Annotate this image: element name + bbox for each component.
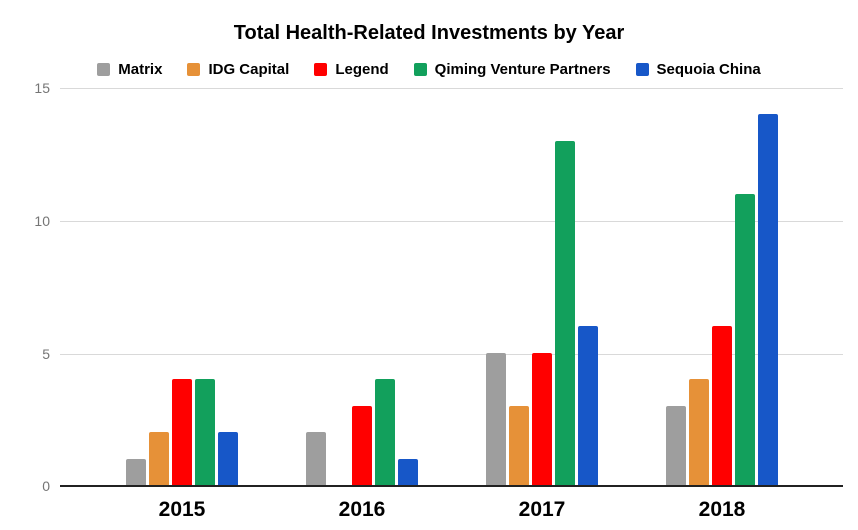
bar-legend-2015 xyxy=(172,379,192,485)
bar-matrix-2017 xyxy=(486,352,506,485)
legend-swatch-sequoia-china xyxy=(635,63,649,76)
bar-legend-2018 xyxy=(712,326,732,485)
bar-sequoia-china-2016 xyxy=(398,458,418,485)
bar-sequoia-china-2018 xyxy=(758,114,778,485)
plot-area: 15 10 5 0 2015 2016 2017 2018 xyxy=(34,80,843,521)
y-tick-5: 5 xyxy=(42,346,50,362)
bars-2016 xyxy=(272,88,452,485)
chart-title: Total Health-Related Investments by Year xyxy=(233,22,625,44)
gridline-15 xyxy=(60,88,843,89)
bar-qiming-venture-partners-2016 xyxy=(375,379,395,485)
legend-item-qiming-venture-partners: Qiming Venture Partners xyxy=(413,61,611,78)
x-label-2016: 2016 xyxy=(338,498,386,521)
legend-swatch-qiming-venture-partners xyxy=(413,63,427,76)
gridline-5 xyxy=(60,354,843,355)
legend-label-sequoia-china: Sequoia China xyxy=(656,61,761,78)
bar-group-2018: 2018 xyxy=(632,88,812,521)
bars-2017 xyxy=(452,88,632,485)
bar-matrix-2018 xyxy=(666,405,686,485)
x-axis-line xyxy=(60,485,843,487)
bar-matrix-2015 xyxy=(126,458,146,485)
legend-item-idg-capital: IDG Capital xyxy=(187,61,289,78)
legend-swatch-matrix xyxy=(97,63,111,76)
bar-legend-2016 xyxy=(352,405,372,485)
bar-group-2016: 2016 xyxy=(272,88,452,521)
legend-item-legend: Legend xyxy=(314,61,389,78)
x-label-2018: 2018 xyxy=(698,498,746,521)
legend-label-legend: Legend xyxy=(335,61,389,78)
y-tick-0: 0 xyxy=(42,478,50,494)
legend-swatch-legend xyxy=(314,63,328,76)
bar-sequoia-china-2015 xyxy=(218,432,238,485)
bar-idg-capital-2015 xyxy=(149,432,169,485)
y-tick-15: 15 xyxy=(34,80,50,96)
legend: Matrix IDG Capital Legend Qiming Venture… xyxy=(0,61,858,78)
legend-swatch-idg-capital xyxy=(187,63,201,76)
bar-qiming-venture-partners-2017 xyxy=(555,140,575,485)
legend-label-idg-capital: IDG Capital xyxy=(208,61,290,78)
bar-group-2017: 2017 xyxy=(452,88,632,521)
legend-item-sequoia-china: Sequoia China xyxy=(635,61,761,78)
gridline-10 xyxy=(60,221,843,222)
bar-group-2015: 2015 xyxy=(92,88,272,521)
bar-idg-capital-2018 xyxy=(689,379,709,485)
bar-matrix-2016 xyxy=(306,432,326,485)
bars-2015 xyxy=(92,88,272,485)
x-label-2017: 2017 xyxy=(518,498,566,521)
bar-qiming-venture-partners-2015 xyxy=(195,379,215,485)
legend-label-matrix: Matrix xyxy=(118,61,163,78)
y-tick-10: 10 xyxy=(34,213,50,229)
bar-qiming-venture-partners-2018 xyxy=(735,193,755,485)
legend-item-matrix: Matrix xyxy=(97,61,162,78)
bar-idg-capital-2017 xyxy=(509,405,529,485)
x-label-2015: 2015 xyxy=(158,498,206,521)
bar-sequoia-china-2017 xyxy=(578,326,598,485)
bar-legend-2017 xyxy=(532,352,552,485)
bars-2018 xyxy=(632,88,812,485)
legend-label-qiming-venture-partners: Qiming Venture Partners xyxy=(434,61,611,78)
